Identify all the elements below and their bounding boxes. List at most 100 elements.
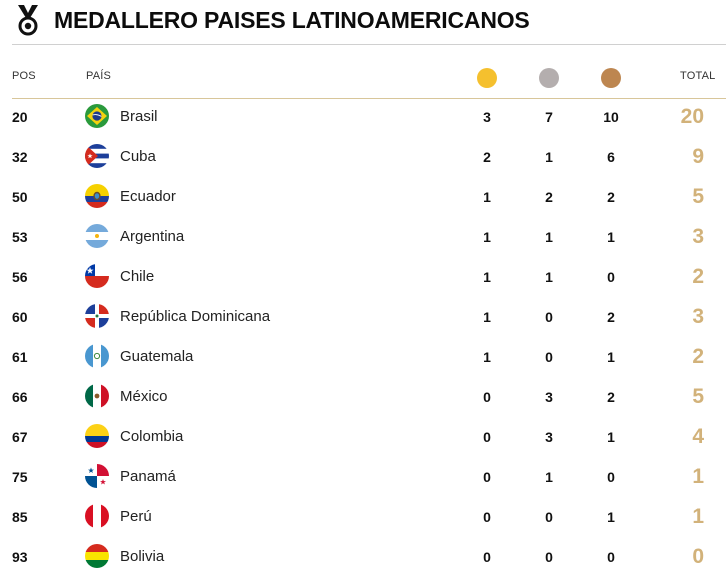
gold-count: 3 bbox=[483, 109, 491, 125]
silver-count: 2 bbox=[545, 189, 553, 205]
bronze-count: 2 bbox=[607, 189, 615, 205]
position: 75 bbox=[12, 469, 28, 485]
country-name: Argentina bbox=[120, 228, 185, 245]
total-count: 4 bbox=[692, 425, 704, 448]
flag-colombia-icon bbox=[85, 424, 109, 448]
silver-count: 0 bbox=[545, 309, 553, 325]
silver-count: 1 bbox=[545, 149, 553, 165]
silver-count: 3 bbox=[545, 429, 553, 445]
gold-count: 0 bbox=[483, 509, 491, 525]
total-count: 1 bbox=[692, 465, 704, 488]
flag-brasil-icon bbox=[85, 104, 109, 128]
silver-count: 0 bbox=[545, 349, 553, 365]
table-row: 85 Perú 0 0 1 1 bbox=[0, 496, 726, 536]
gold-count: 1 bbox=[483, 269, 491, 285]
table-row: 50 Ecuador 1 2 2 5 bbox=[0, 176, 726, 216]
column-header-pos: POS bbox=[12, 70, 36, 82]
position: 60 bbox=[12, 309, 28, 325]
column-header-pais: PAÍS bbox=[86, 70, 112, 82]
table-row: 53 Argentina 1 1 1 3 bbox=[0, 216, 726, 256]
position: 50 bbox=[12, 189, 28, 205]
table-row: 93 Bolivia 0 0 0 0 bbox=[0, 536, 726, 570]
total-count: 1 bbox=[692, 505, 704, 528]
flag-bolivia-icon bbox=[85, 544, 109, 568]
header-divider bbox=[12, 44, 726, 45]
country-name: Chile bbox=[120, 268, 155, 285]
flag-argentina-icon bbox=[85, 224, 109, 248]
gold-count: 0 bbox=[483, 549, 491, 565]
flag-guatemala-icon bbox=[85, 344, 109, 368]
bronze-medal-icon bbox=[601, 68, 621, 88]
position: 20 bbox=[12, 109, 28, 125]
total-count: 20 bbox=[680, 105, 704, 128]
country-name: República Dominicana bbox=[120, 308, 271, 325]
flag-peru-icon bbox=[85, 504, 109, 528]
header-underline bbox=[12, 98, 726, 99]
flag-panama-icon bbox=[85, 464, 109, 488]
table-row: 66 México 0 3 2 5 bbox=[0, 376, 726, 416]
flag-cuba-icon bbox=[85, 144, 109, 168]
table-row: 61 Guatemala 1 0 1 2 bbox=[0, 336, 726, 376]
total-count: 3 bbox=[692, 305, 704, 328]
flag-mexico-icon bbox=[85, 384, 109, 408]
country-name: Perú bbox=[120, 508, 152, 525]
gold-count: 1 bbox=[483, 309, 491, 325]
total-count: 9 bbox=[692, 145, 704, 168]
table-row: 32 Cuba 2 1 6 9 bbox=[0, 136, 726, 176]
table-row: 67 Colombia 0 3 1 4 bbox=[0, 416, 726, 456]
country-name: Cuba bbox=[120, 148, 156, 165]
silver-count: 1 bbox=[545, 269, 553, 285]
position: 93 bbox=[12, 549, 28, 565]
gold-count: 2 bbox=[483, 149, 491, 165]
silver-count: 0 bbox=[545, 549, 553, 565]
total-count: 3 bbox=[692, 225, 704, 248]
position: 53 bbox=[12, 229, 28, 245]
silver-count: 7 bbox=[545, 109, 553, 125]
bronze-count: 0 bbox=[607, 269, 615, 285]
bronze-count: 1 bbox=[607, 229, 615, 245]
silver-count: 3 bbox=[545, 389, 553, 405]
country-name: México bbox=[120, 388, 168, 405]
bronze-count: 1 bbox=[607, 509, 615, 525]
silver-count: 1 bbox=[545, 469, 553, 485]
silver-medal-icon bbox=[539, 68, 559, 88]
total-count: 5 bbox=[692, 385, 704, 408]
bronze-count: 2 bbox=[607, 309, 615, 325]
table-row: 20 Brasil 3 7 10 20 bbox=[0, 96, 726, 136]
gold-medal-icon bbox=[477, 68, 497, 88]
gold-count: 1 bbox=[483, 189, 491, 205]
country-name: Ecuador bbox=[120, 188, 176, 205]
table-row: 75 Panamá 0 1 0 1 bbox=[0, 456, 726, 496]
total-count: 2 bbox=[692, 345, 704, 368]
country-name: Guatemala bbox=[120, 348, 194, 365]
total-count: 0 bbox=[692, 545, 704, 568]
header: MEDALLERO PAISES LATINOAMERICANOS bbox=[0, 0, 726, 46]
bronze-count: 0 bbox=[607, 549, 615, 565]
table-row: 56 Chile 1 1 0 2 bbox=[0, 256, 726, 296]
bronze-count: 1 bbox=[607, 429, 615, 445]
position: 61 bbox=[12, 349, 28, 365]
gold-count: 0 bbox=[483, 429, 491, 445]
bronze-count: 2 bbox=[607, 389, 615, 405]
table-row: 60 República Dominicana 1 0 2 3 bbox=[0, 296, 726, 336]
silver-count: 0 bbox=[545, 509, 553, 525]
column-header-total: TOTAL bbox=[680, 70, 716, 82]
position: 85 bbox=[12, 509, 28, 525]
bronze-count: 6 bbox=[607, 149, 615, 165]
gold-count: 1 bbox=[483, 349, 491, 365]
country-name: Colombia bbox=[120, 428, 184, 445]
medal-icon bbox=[18, 5, 38, 36]
position: 66 bbox=[12, 389, 28, 405]
gold-count: 0 bbox=[483, 389, 491, 405]
bronze-count: 1 bbox=[607, 349, 615, 365]
silver-count: 1 bbox=[545, 229, 553, 245]
country-name: Panamá bbox=[120, 468, 176, 485]
bronze-count: 10 bbox=[603, 109, 619, 125]
flag-ecuador-icon bbox=[85, 184, 109, 208]
position: 67 bbox=[12, 429, 28, 445]
position: 56 bbox=[12, 269, 28, 285]
gold-count: 0 bbox=[483, 469, 491, 485]
flag-republica-dominicana-icon bbox=[85, 304, 109, 328]
total-count: 2 bbox=[692, 265, 704, 288]
medal-table: 20 Brasil 3 7 10 20 32 Cuba 2 1 6 9 50 Ecuador 1 2 2 5 53 A… bbox=[0, 96, 726, 570]
